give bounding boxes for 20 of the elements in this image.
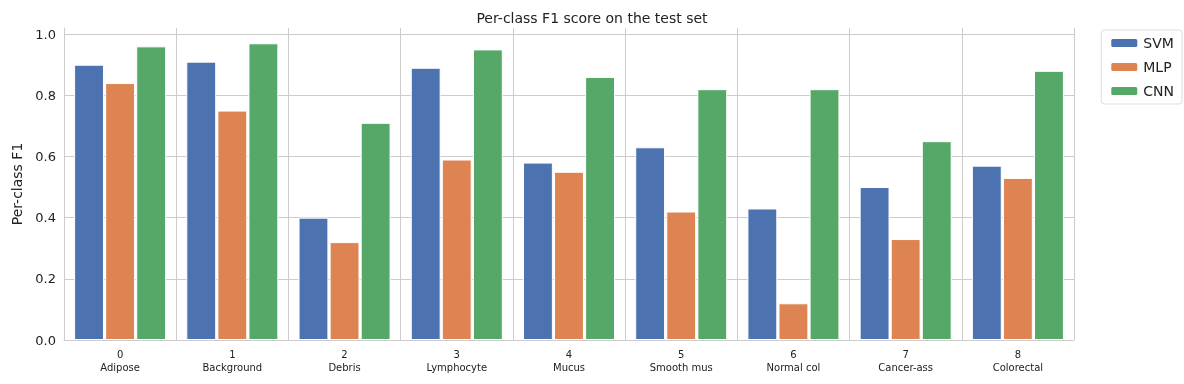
legend-label: SVM	[1143, 35, 1174, 51]
y-tick-label: 0.4	[35, 210, 56, 226]
y-tick-label: 0.0	[35, 332, 56, 348]
x-tick-label: 7 Cancer-ass	[878, 349, 934, 373]
y-tick-label: 1.0	[35, 26, 56, 42]
x-tick-label: 2 Debris	[328, 349, 361, 373]
x-tick-label: 0 Adipose	[100, 349, 140, 373]
y-tick-label: 0.6	[35, 148, 56, 164]
chart-title: Per-class F1 score on the test set	[476, 10, 709, 26]
legend-label: MLP	[1143, 59, 1172, 75]
legend-label: CNN	[1143, 83, 1175, 99]
x-tick-label: 8 Colorectal	[992, 349, 1044, 373]
y-tick-label: 0.2	[35, 271, 56, 287]
y-tick-label: 0.8	[35, 87, 56, 103]
x-tick-label: 4 Mucus	[552, 349, 586, 373]
x-tick-label: 5 Smooth mus	[649, 349, 713, 373]
x-tick-label: 3 Lymphocyte	[426, 349, 488, 373]
x-tick-label: 1 Background	[202, 349, 263, 373]
x-tick-label: 6 Normal col	[766, 349, 821, 373]
y-axis-title: Per-class F1	[9, 142, 25, 226]
